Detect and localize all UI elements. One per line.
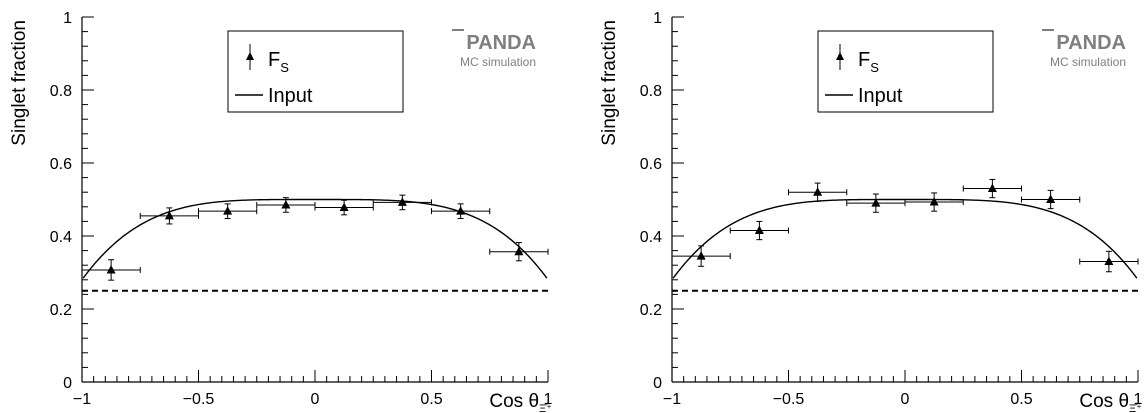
legend-fs-main: F [858, 49, 870, 71]
data-point [962, 178, 1022, 199]
legend-fs-label: FS [858, 49, 879, 75]
data-point [1079, 250, 1139, 273]
data-point [81, 259, 141, 281]
legend-triangle-marker [836, 52, 844, 60]
x-tick-label: 0.5 [1010, 391, 1032, 408]
panda-logo-text: PANDA [466, 32, 536, 54]
y-axis-label: Singlet fraction [599, 20, 620, 146]
triangle-marker [514, 246, 524, 256]
triangle-marker [456, 206, 466, 215]
legend-fs-sub: S [870, 60, 879, 75]
y-tick-label: 0.2 [50, 302, 72, 319]
triangle-marker [1104, 256, 1114, 266]
input-curve [672, 198, 1138, 279]
y-tick-label: 0 [63, 375, 72, 392]
legend-fs-label: FS [268, 49, 289, 75]
x-tick-label: 1 [544, 391, 553, 408]
data-point [198, 203, 258, 219]
data-point [846, 193, 906, 213]
y-tick-label: 0 [653, 375, 662, 392]
chart-panel-2: 0 0.2 0.4 0.6 0.8 1 −1 −0.5 0 0.5 1 Singlet fractio… [599, 10, 1143, 413]
legend-input-label: Input [858, 85, 903, 107]
mc-simulation-label: MC simulation [1050, 55, 1126, 69]
y-tick-label: 0.6 [50, 156, 72, 173]
y-axis-label: Singlet fraction [9, 20, 30, 146]
data-point [671, 245, 731, 267]
legend-triangle-marker [246, 52, 254, 60]
x-tick-label: −0.5 [183, 391, 215, 408]
x-axis-label-main: Cos θ [489, 391, 539, 412]
data-point [729, 220, 789, 241]
y-tick-label: 0.4 [50, 229, 72, 246]
y-tick-label: 0.8 [50, 83, 72, 100]
x-tick-label: 1 [1134, 391, 1143, 408]
legend: FS Input [227, 30, 404, 113]
x-tick-label: 0 [901, 391, 910, 408]
data-point [431, 203, 491, 219]
x-axis-label-sub: Ξ̄⁺ [1129, 403, 1142, 413]
data-point [314, 199, 374, 216]
triangle-marker [223, 206, 233, 215]
triangle-marker [813, 187, 823, 196]
y-tick-label: 0.4 [640, 229, 662, 246]
x-tick-label: 0 [311, 391, 320, 408]
x-axis-label-main: Cos θ [1079, 391, 1129, 412]
triangle-marker [106, 264, 116, 274]
y-tick-label: 1 [63, 10, 72, 27]
x-tick-label: −1 [73, 391, 91, 408]
x-tick-label: −0.5 [773, 391, 805, 408]
data-point [372, 194, 432, 211]
triangle-marker [929, 197, 939, 206]
x-tick-label: −1 [663, 391, 681, 408]
triangle-marker [754, 225, 764, 235]
legend-box [227, 30, 404, 113]
x-axis-label: Cos θΞ̄⁺ [489, 391, 552, 413]
data-point [489, 242, 549, 262]
input-curve [82, 198, 548, 279]
panda-logo-text: PANDA [1056, 32, 1126, 54]
x-axis-label-sub: Ξ̄⁺ [539, 403, 552, 413]
legend-input-label: Input [268, 85, 313, 107]
triangle-marker [696, 251, 706, 260]
y-tick-label: 1 [653, 10, 662, 27]
triangle-marker [987, 183, 997, 193]
data-point [1021, 189, 1081, 210]
y-tick-label: 0.6 [640, 156, 662, 173]
legend: FS Input [817, 30, 994, 113]
triangle-marker [1046, 194, 1056, 203]
y-tick-label: 0.2 [640, 302, 662, 319]
chart-panel-1: 0 0.2 0.4 0.6 0.8 1 −1 −0.5 0 0.5 1 Singlet fractio… [9, 10, 553, 413]
data-point [139, 207, 199, 225]
x-tick-label: 0.5 [420, 391, 442, 408]
data-point [904, 192, 964, 212]
triangle-marker [871, 198, 881, 207]
y-tick-label: 0.8 [640, 83, 662, 100]
triangle-marker [397, 197, 407, 206]
triangle-marker [164, 210, 174, 220]
mc-simulation-label: MC simulation [460, 55, 536, 69]
x-axis-label: Cos θΞ̄⁺ [1079, 391, 1142, 413]
legend-fs-main: F [268, 49, 280, 71]
data-point [256, 197, 316, 213]
legend-box [817, 30, 994, 113]
triangle-marker [339, 202, 349, 212]
triangle-marker [281, 199, 291, 209]
data-point [788, 182, 848, 202]
legend-fs-sub: S [280, 60, 289, 75]
